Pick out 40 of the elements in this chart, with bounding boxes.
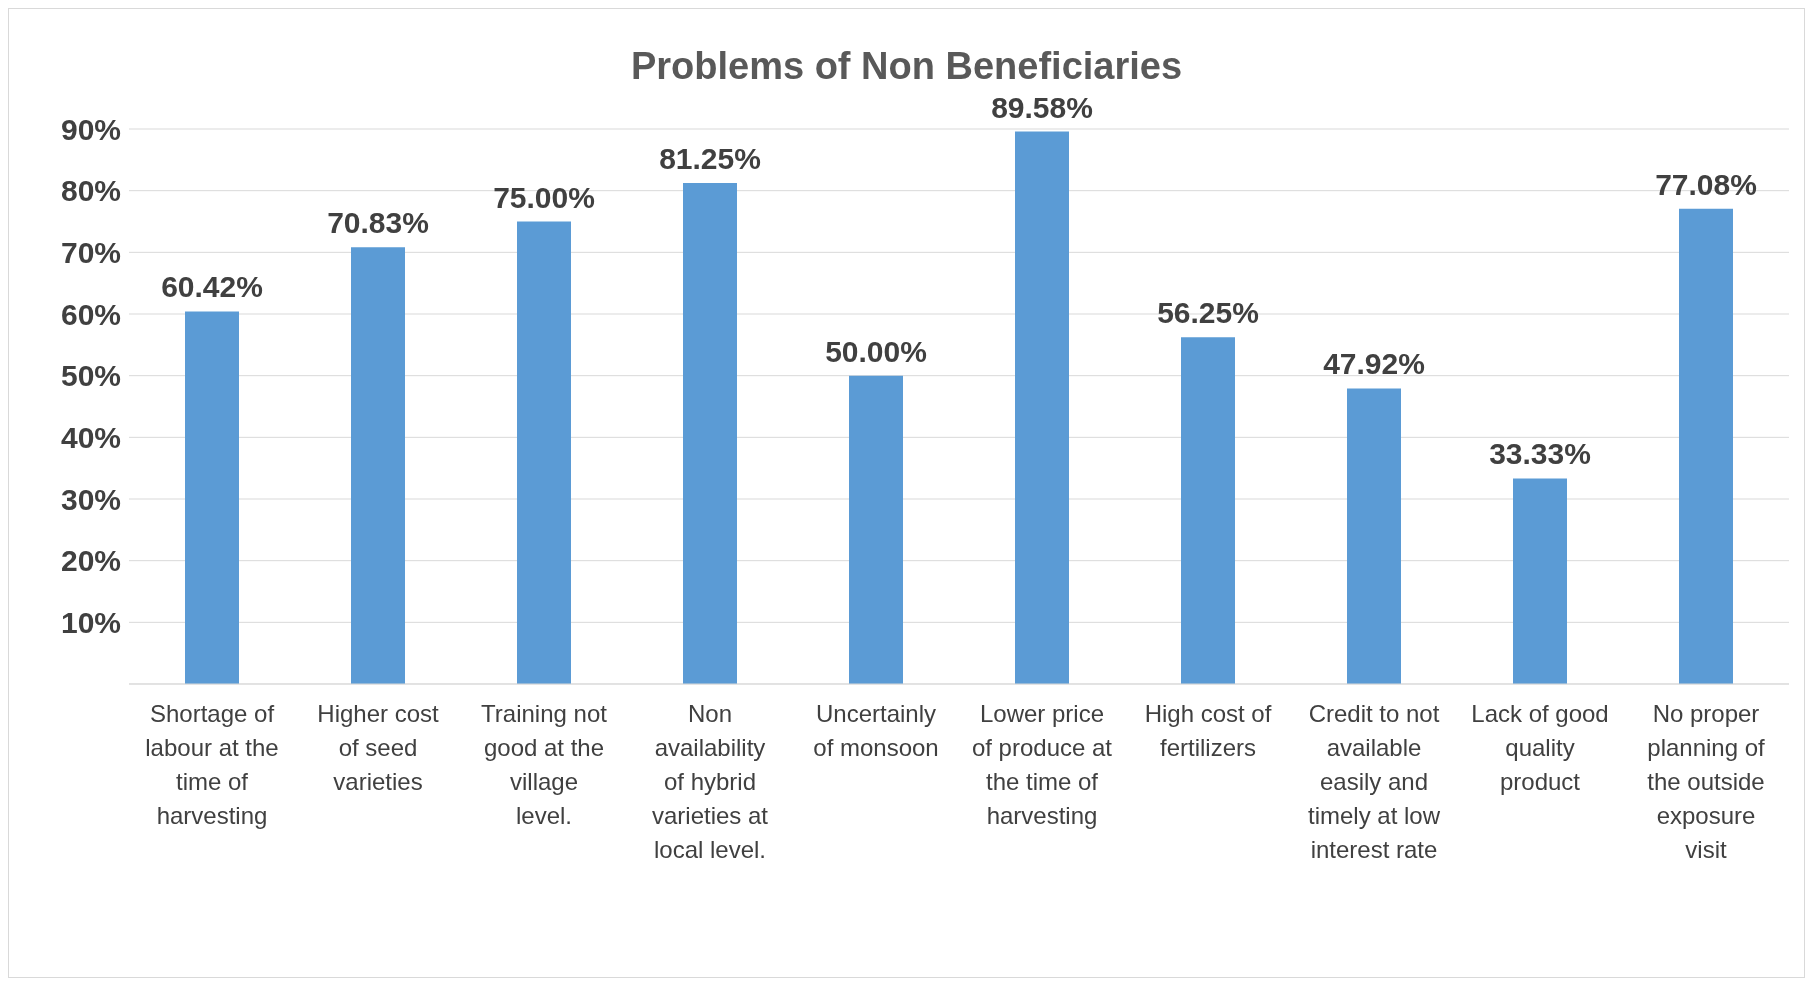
- data-label: 70.83%: [327, 206, 429, 240]
- y-tick-label: 10%: [60, 605, 121, 639]
- bar: [185, 311, 239, 684]
- data-label: 33.33%: [1489, 437, 1591, 471]
- bar: [683, 182, 737, 684]
- y-tick-label: 80%: [60, 174, 121, 208]
- y-tick-label: 40%: [60, 420, 121, 454]
- bar: [1513, 478, 1567, 684]
- x-tick-label: High cost of fertilizers: [1144, 700, 1272, 761]
- bar: [849, 375, 903, 684]
- x-tick-label: Lack of good quality product: [1471, 700, 1609, 795]
- x-tick-label: Credit to not available easily and timely at low interest rate: [1307, 700, 1441, 863]
- data-label: 56.25%: [1157, 296, 1259, 330]
- data-label: 75.00%: [493, 180, 595, 214]
- y-tick-label: 90%: [60, 112, 121, 146]
- y-tick-label: 20%: [60, 544, 121, 578]
- x-tick-label: Uncertainly of monsoon: [813, 700, 939, 761]
- chart-title: Problems of Non Beneficiaries: [629, 45, 1184, 88]
- y-tick-label: 50%: [60, 359, 121, 393]
- data-label: 77.08%: [1655, 167, 1757, 201]
- x-tick-label: Non availability of hybrid varieties at local level.: [651, 700, 769, 863]
- x-tick-label: Higher cost of seed varieties: [317, 700, 440, 795]
- data-label: 89.58%: [991, 90, 1093, 124]
- data-label: 47.92%: [1323, 347, 1425, 381]
- bar: [1181, 337, 1235, 684]
- x-tick-label: Shortage of labour at the time of harvesting: [145, 700, 279, 829]
- data-label: 81.25%: [659, 141, 761, 175]
- bar: [1679, 208, 1733, 684]
- data-label: 50.00%: [825, 334, 927, 368]
- bar: [1347, 388, 1401, 684]
- y-tick-label: 30%: [60, 482, 121, 516]
- data-label: 60.42%: [161, 270, 263, 304]
- y-tick-label: 60%: [60, 297, 121, 331]
- bar: [517, 221, 571, 684]
- bar: [351, 247, 405, 684]
- x-tick-label: Training not good at the village level.: [481, 700, 608, 829]
- bar: [1015, 131, 1069, 684]
- y-tick-label: 70%: [60, 235, 121, 269]
- x-tick-label: Lower price of produce at the time of harvesting: [971, 700, 1113, 829]
- x-tick-label: No proper planning of the outside exposure visit: [1647, 700, 1766, 863]
